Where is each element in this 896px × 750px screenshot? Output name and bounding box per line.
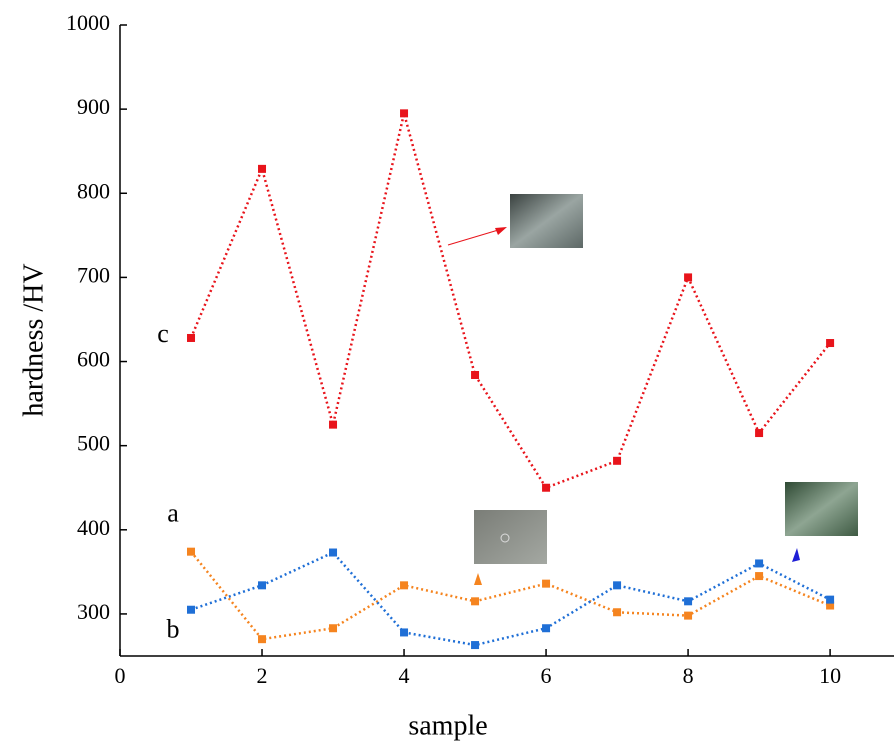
- point: [684, 273, 693, 282]
- point: [613, 608, 622, 617]
- series-line: [190, 550, 831, 641]
- point: [471, 370, 480, 379]
- point: [684, 597, 693, 606]
- x-tick-label: 2: [257, 663, 268, 688]
- x-axis-title: sample: [408, 710, 487, 741]
- series-line: [190, 550, 831, 647]
- x-tick-label: 4: [399, 663, 410, 688]
- point: [755, 559, 764, 568]
- x-tick-label: 8: [683, 663, 694, 688]
- point: [471, 641, 480, 650]
- point: [258, 164, 267, 173]
- x-tick-label: 0: [115, 663, 126, 688]
- y-tick-label: 800: [77, 178, 110, 203]
- point: [187, 333, 196, 342]
- point: [542, 579, 551, 588]
- point: [258, 581, 267, 590]
- micrograph: [510, 194, 583, 248]
- point: [329, 548, 338, 557]
- point: [826, 339, 835, 348]
- y-tick-label: 300: [77, 599, 110, 624]
- point: [471, 597, 480, 606]
- y-tick-label: 1000: [66, 10, 110, 35]
- point: [826, 601, 835, 610]
- arrow-head: [495, 227, 507, 235]
- arrow-head: [474, 573, 482, 585]
- point: [755, 429, 764, 438]
- y-tick-label: 900: [77, 94, 110, 119]
- point: [400, 628, 409, 637]
- point: [187, 605, 196, 614]
- point: [329, 624, 338, 633]
- arrow-head: [792, 548, 800, 562]
- point: [826, 595, 835, 604]
- y-tick-label: 500: [77, 431, 110, 456]
- y-tick-label: 400: [77, 515, 110, 540]
- point: [613, 581, 622, 590]
- y-tick-label: 700: [77, 262, 110, 287]
- arrow: [447, 227, 506, 246]
- point: [329, 420, 338, 429]
- series-name: c: [157, 319, 169, 348]
- point: [542, 624, 551, 633]
- point: [400, 581, 409, 590]
- y-tick-label: 600: [77, 347, 110, 372]
- micrograph: [785, 482, 858, 536]
- point: [400, 109, 409, 118]
- point: [542, 483, 551, 492]
- series-name: a: [167, 499, 179, 528]
- point: [755, 572, 764, 581]
- series-line: [189, 113, 832, 490]
- series-name: b: [167, 615, 180, 644]
- point: [613, 456, 622, 465]
- point: [187, 547, 196, 556]
- point: [258, 635, 267, 644]
- indent: [500, 533, 510, 543]
- y-axis-title: hardness /HV: [18, 263, 49, 416]
- insets: [447, 194, 858, 585]
- x-tick-label: 10: [819, 663, 841, 688]
- micrograph: [474, 510, 547, 564]
- x-tick-label: 6: [541, 663, 552, 688]
- point: [684, 611, 693, 620]
